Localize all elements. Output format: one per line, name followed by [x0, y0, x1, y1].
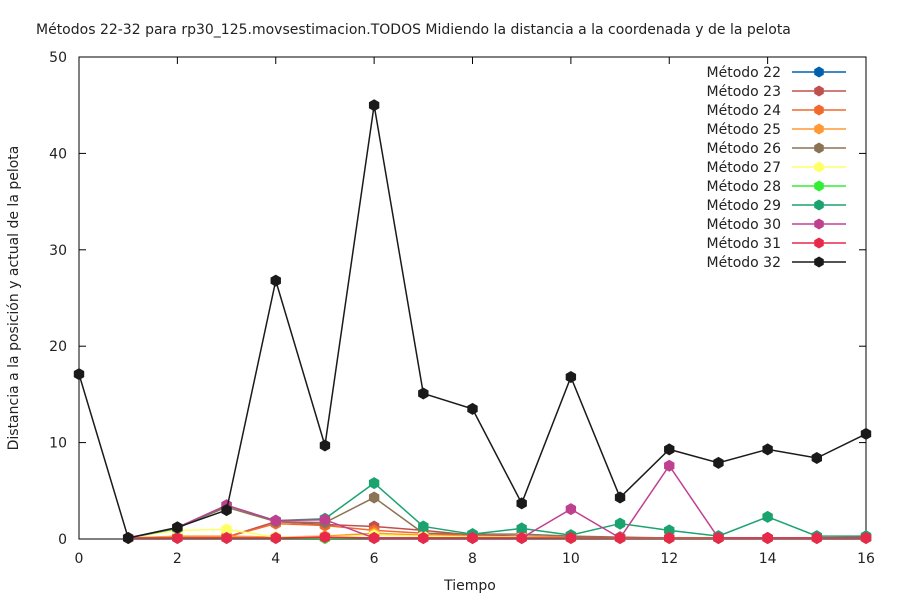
data-point — [368, 532, 380, 545]
legend-label: Método 27 — [707, 160, 781, 176]
data-point — [319, 513, 331, 526]
series — [122, 531, 872, 545]
x-tick-label: 10 — [562, 551, 580, 567]
series-layer — [73, 99, 872, 545]
legend-label: Método 22 — [707, 65, 781, 81]
y-tick-label: 40 — [49, 146, 67, 162]
data-point — [762, 532, 773, 545]
chart-title: Métodos 22-32 para rp30_125.movsestimaci… — [36, 22, 791, 38]
legend-swatch-marker — [814, 104, 824, 116]
data-point — [270, 274, 281, 287]
y-tick-label: 0 — [58, 532, 67, 548]
y-tick-label: 20 — [49, 339, 67, 355]
data-point — [467, 402, 478, 415]
data-point — [664, 532, 675, 545]
data-point — [467, 532, 478, 545]
data-point — [270, 514, 281, 527]
data-point — [664, 524, 675, 537]
x-tick-label: 6 — [370, 551, 379, 567]
data-point — [516, 522, 527, 535]
data-point — [319, 531, 331, 544]
legend-swatch-marker — [814, 218, 824, 230]
x-tick-label: 4 — [271, 551, 280, 567]
data-point — [860, 427, 872, 440]
legend-swatch-marker — [814, 66, 824, 78]
data-point — [368, 477, 380, 490]
data-point — [565, 532, 577, 545]
legend-label: Método 28 — [707, 179, 781, 195]
data-point — [221, 523, 232, 536]
legend-swatch-marker — [814, 85, 824, 97]
x-tick-label: 0 — [75, 551, 84, 567]
legend-swatch-marker — [814, 237, 824, 249]
data-point — [418, 387, 429, 400]
x-tick-label: 14 — [759, 551, 777, 567]
data-point — [221, 532, 232, 545]
data-point — [614, 517, 626, 530]
data-point — [516, 532, 527, 545]
legend-label: Método 25 — [707, 122, 781, 138]
x-axis-title: Tiempo — [443, 578, 496, 594]
legend-label: Método 26 — [707, 141, 782, 157]
data-point — [860, 532, 872, 545]
series — [73, 99, 872, 545]
data-point — [221, 504, 232, 517]
series-line — [128, 464, 866, 540]
data-point — [319, 439, 331, 452]
legend-swatch-marker — [814, 142, 824, 154]
data-point — [270, 532, 281, 545]
legend-label: Método 30 — [707, 217, 781, 233]
data-point — [516, 497, 527, 510]
data-point — [418, 520, 429, 533]
data-point — [762, 510, 773, 523]
legend-swatch-marker — [814, 161, 824, 173]
data-point — [811, 532, 823, 545]
legend: Método 22 Método 23 Método 24 Método 25 Méto… — [707, 65, 846, 271]
y-tick-label: 10 — [49, 436, 67, 452]
legend-swatch-marker — [814, 256, 824, 268]
data-point — [614, 532, 626, 545]
legend-swatch-marker — [814, 199, 824, 211]
y-axis-title: Distancia a la posición y actual de la p… — [6, 146, 22, 451]
y-tick-label: 50 — [49, 50, 67, 66]
data-point — [368, 99, 380, 112]
legend-label: Método 24 — [707, 103, 782, 119]
x-tick-label: 2 — [173, 551, 182, 567]
data-point — [565, 371, 577, 384]
data-point — [418, 532, 429, 545]
legend-label: Método 29 — [707, 198, 781, 214]
series-line — [128, 536, 866, 539]
legend-swatch-marker — [814, 180, 824, 192]
series-line — [128, 520, 867, 539]
x-tick-label: 12 — [660, 551, 678, 567]
data-point — [122, 532, 134, 545]
legend-label: Método 32 — [707, 255, 781, 271]
data-point — [762, 443, 773, 456]
data-point — [368, 491, 380, 504]
legend-swatch-marker — [814, 123, 824, 135]
data-point — [664, 459, 675, 472]
data-point — [172, 521, 183, 534]
x-tick-label: 8 — [468, 551, 477, 567]
y-axis: 0 10 20 30 40 50 — [49, 50, 866, 548]
data-point — [713, 532, 724, 545]
data-point — [664, 443, 675, 456]
data-point — [73, 368, 85, 381]
data-point — [713, 456, 724, 469]
legend-label: Método 23 — [707, 84, 781, 100]
data-point — [811, 452, 823, 465]
y-tick-label: 30 — [49, 243, 67, 259]
x-tick-label: 16 — [857, 551, 875, 567]
data-point — [614, 491, 626, 504]
x-axis: 0 2 4 6 8 10 12 14 16 — [75, 57, 875, 567]
data-point — [565, 503, 577, 516]
legend-label: Método 31 — [707, 236, 781, 252]
data-point — [172, 532, 183, 545]
